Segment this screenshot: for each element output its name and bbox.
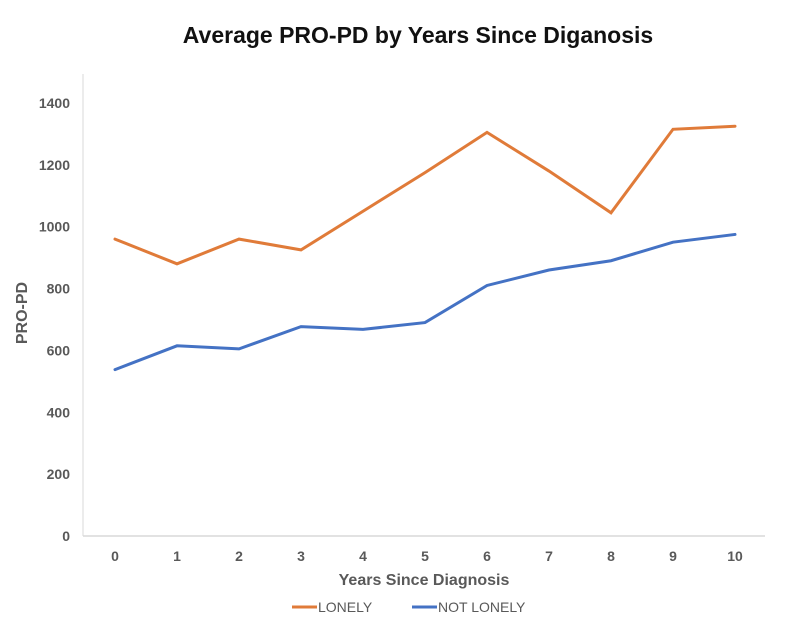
x-tick-label: 2 — [235, 548, 243, 564]
y-axis-label: PRO-PD — [14, 282, 31, 344]
legend-label: NOT LONELY — [438, 599, 526, 615]
chart-title: Average PRO-PD by Years Since Diganosis — [183, 22, 653, 48]
x-tick-label: 1 — [173, 548, 181, 564]
series-line-not-lonely — [113, 232, 737, 372]
x-tick-label: 9 — [669, 548, 677, 564]
y-tick-labels: 0 200 400 600 800 1000 1200 1400 — [39, 95, 70, 544]
legend-item: LONELY — [292, 599, 373, 615]
y-tick-label: 1200 — [39, 157, 70, 173]
series-lines — [113, 124, 737, 372]
y-tick-label: 0 — [62, 528, 70, 544]
x-tick-label: 6 — [483, 548, 491, 564]
y-tick-label: 200 — [47, 466, 71, 482]
legend-item: NOT LONELY — [412, 599, 526, 615]
series-line-lonely — [113, 124, 737, 266]
x-axis-label: Years Since Diagnosis — [339, 572, 510, 589]
x-tick-label: 3 — [297, 548, 305, 564]
y-tick-label: 1400 — [39, 95, 70, 111]
x-tick-labels: 0 1 2 3 4 5 6 7 8 9 10 — [111, 548, 743, 564]
x-tick-label: 4 — [359, 548, 367, 564]
x-tick-label: 8 — [607, 548, 615, 564]
x-tick-label: 10 — [727, 548, 743, 564]
x-tick-label: 7 — [545, 548, 553, 564]
y-tick-label: 400 — [47, 404, 71, 420]
y-tick-label: 800 — [47, 281, 71, 297]
y-tick-label: 1000 — [39, 219, 70, 235]
legend-label: LONELY — [318, 599, 373, 615]
x-tick-label: 5 — [421, 548, 429, 564]
legend: LONELY NOT LONELY — [292, 599, 526, 615]
y-tick-label: 600 — [47, 342, 71, 358]
x-tick-label: 0 — [111, 548, 119, 564]
